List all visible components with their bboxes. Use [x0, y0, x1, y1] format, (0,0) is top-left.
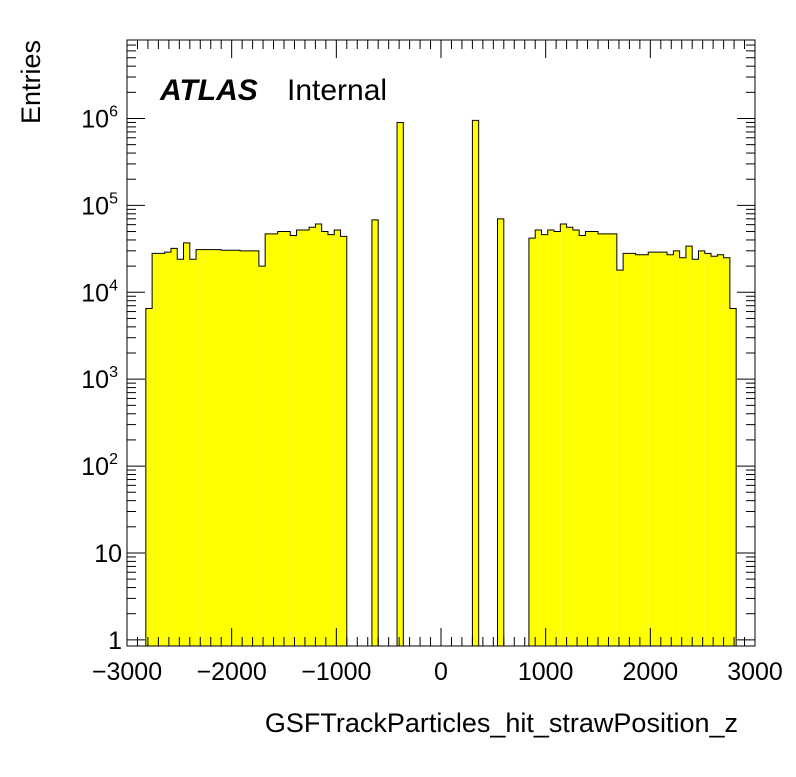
histogram-bar — [497, 218, 504, 647]
y-tick-label: 106 — [81, 103, 118, 133]
x-tick-label: 3000 — [727, 658, 783, 686]
histogram-bar — [554, 231, 561, 646]
tick-labels: −3000 −2000 −1000 0 1000 2000 3000 1 10 102 103 104… — [81, 103, 783, 686]
histogram-bar — [729, 308, 737, 646]
histogram-bar — [585, 231, 598, 646]
histogram-bar — [340, 236, 347, 646]
histogram-bar — [572, 230, 580, 646]
histogram-bar — [189, 259, 197, 646]
histogram-bar — [685, 246, 693, 646]
histogram-bar — [560, 224, 567, 646]
histogram-bar — [616, 270, 624, 646]
histogram-bar — [265, 233, 278, 646]
histogram-bar — [648, 252, 668, 647]
histogram-bar — [547, 230, 555, 646]
histogram-bar — [221, 250, 241, 646]
histogram-bar — [290, 235, 297, 646]
histogram-bar — [667, 254, 674, 646]
histogram-bar — [579, 235, 586, 646]
histogram-bar — [566, 227, 573, 646]
histogram-bar — [258, 266, 266, 646]
histogram-bar — [535, 230, 542, 646]
x-tick-label: 1000 — [518, 658, 574, 686]
x-tick-label: 2000 — [623, 658, 679, 686]
histogram-bar — [723, 257, 730, 646]
histogram-bar — [528, 238, 536, 646]
histogram-bar — [711, 256, 718, 646]
histogram-bar — [296, 230, 310, 646]
histogram-bar — [679, 257, 686, 646]
histogram-bar — [277, 231, 291, 646]
histogram-bar — [321, 231, 328, 646]
y-axis-title: Entries — [16, 40, 46, 124]
histogram-bar — [673, 250, 680, 646]
histogram-bar — [177, 259, 184, 646]
histogram-bar — [623, 253, 636, 646]
y-tick-label: 104 — [81, 277, 118, 307]
histogram-bar — [334, 230, 341, 646]
axis-ticks — [126, 39, 756, 646]
histogram-bars — [145, 119, 737, 647]
internal-label: Internal — [287, 74, 387, 107]
y-tick-label: 105 — [81, 190, 118, 220]
histogram-bar — [183, 242, 190, 646]
histogram-bar — [692, 259, 699, 646]
histogram-bar — [240, 250, 259, 646]
histogram-bar — [315, 224, 322, 646]
histogram-bar — [145, 308, 153, 646]
x-tick-label: −3000 — [92, 658, 162, 686]
histogram-bar — [309, 227, 316, 646]
y-tick-label: 103 — [81, 364, 118, 394]
y-tick-label: 102 — [81, 451, 118, 481]
histogram-bar — [371, 219, 379, 646]
histogram-bar — [202, 249, 222, 647]
histogram-bar — [397, 122, 404, 647]
histogram-bar — [635, 254, 649, 646]
histogram-bar — [698, 250, 705, 646]
x-axis-title: GSFTrackParticles_hit_strawPosition_z — [265, 708, 738, 738]
histogram-bar — [327, 234, 335, 646]
atlas-label: ATLAS — [159, 74, 258, 107]
histogram-bar — [170, 248, 178, 646]
histogram-bar — [152, 253, 165, 646]
y-tick-label: 1 — [108, 627, 122, 655]
histogram-outline — [145, 119, 737, 646]
histogram-bar — [472, 120, 479, 647]
histogram-bar — [704, 253, 712, 646]
histogram-bar — [196, 249, 203, 647]
x-tick-label: −2000 — [197, 658, 267, 686]
histogram-bar — [717, 254, 724, 646]
y-tick-label: 10 — [94, 540, 122, 568]
x-tick-label: 0 — [434, 658, 448, 686]
histogram-bar — [164, 252, 171, 647]
plot-frame — [126, 39, 756, 647]
histogram-bar — [541, 234, 548, 646]
x-tick-label: −1000 — [301, 658, 371, 686]
histogram-bar — [598, 233, 617, 646]
